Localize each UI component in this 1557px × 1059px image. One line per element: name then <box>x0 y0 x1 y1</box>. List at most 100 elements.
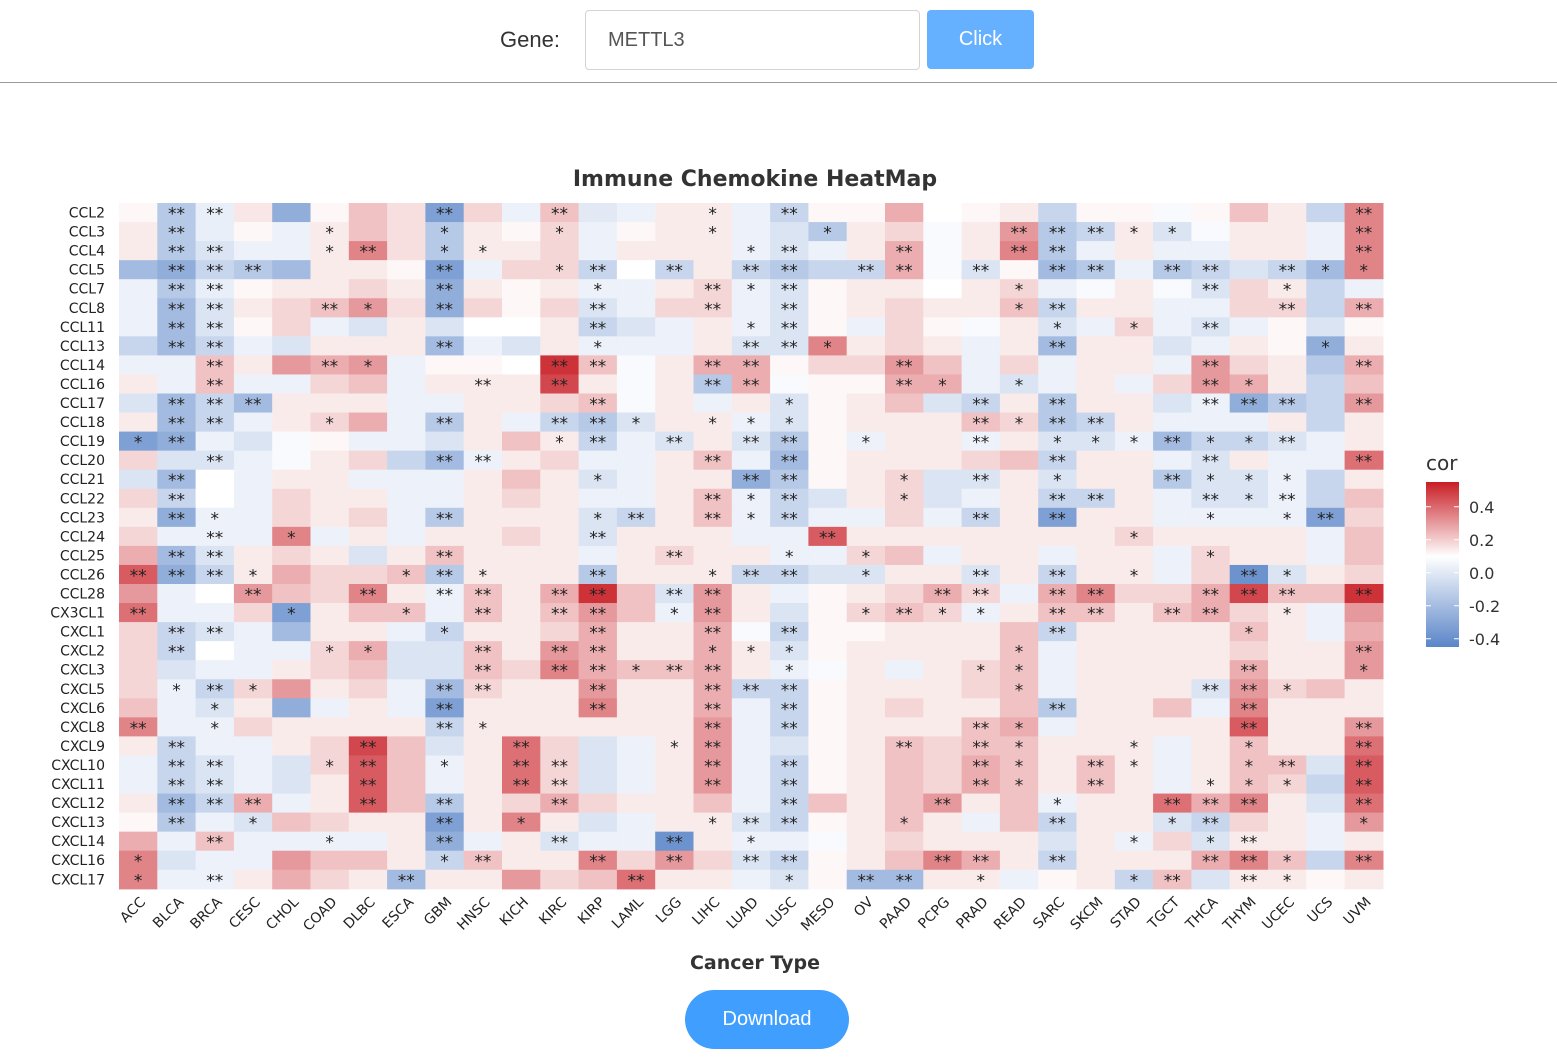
significance-mark: ** <box>1202 395 1219 415</box>
significance-mark: * <box>708 643 717 663</box>
heatmap-cell-CXCL17-SARC <box>1038 870 1077 890</box>
heatmap-cell-CCL20-PCPG <box>923 451 962 471</box>
heatmap-cell-CCL2-KICH <box>502 203 541 223</box>
heatmap-cell-CCL28-COAD <box>311 584 350 604</box>
click-button[interactable]: Click <box>927 10 1034 69</box>
download-button[interactable]: Download <box>685 990 849 1049</box>
heatmap-cell-CXCL17-KIRP <box>579 870 618 890</box>
heatmap-cell-CCL13-HNSC <box>464 336 503 356</box>
heatmap-cell-CCL23-PCPG <box>923 508 962 528</box>
heatmap-cell-CXCL11-COAD <box>311 775 350 795</box>
heatmap-cell-CXCL6-CESC <box>234 698 273 718</box>
heatmap-cell-CCL14-ACC <box>119 355 158 375</box>
heatmap-cell-CCL2-MESO <box>808 203 847 223</box>
significance-mark: ** <box>168 224 185 244</box>
heatmap-cell-CXCL3-GBM <box>425 660 464 680</box>
heatmap-cell-CX3CL1-COAD <box>311 603 350 623</box>
significance-mark: ** <box>742 566 759 586</box>
heatmap-cell-CXCL13-ESCA <box>387 813 426 833</box>
x-tick-label: UVM <box>1341 894 1375 928</box>
heatmap-cell-CCL4-KICH <box>502 241 541 261</box>
heatmap-cell-CCL26-READ <box>1000 565 1039 585</box>
heatmap-cell-CXCL12-UCEC <box>1268 794 1307 814</box>
heatmap-cell-CXCL3-OV <box>847 660 886 680</box>
significance-mark: ** <box>781 776 798 796</box>
heatmap-cell-CXCL12-LGG <box>655 794 694 814</box>
x-tick-label: BRCA <box>187 894 225 932</box>
heatmap-cell-CCL25-THYM <box>1230 546 1269 566</box>
heatmap-cell-CCL2-KIRP <box>579 203 618 223</box>
heatmap-cell-CCL14-SARC <box>1038 355 1077 375</box>
significance-mark: ** <box>781 814 798 834</box>
heatmap-cell-CCL4-LIHC <box>694 241 733 261</box>
heatmap-cell-CCL4-LGG <box>655 241 694 261</box>
significance-mark: ** <box>436 719 453 739</box>
x-tick-label: PRAD <box>953 894 991 932</box>
heatmap-cell-CCL23-HNSC <box>464 508 503 528</box>
heatmap-cell-CCL24-SARC <box>1038 527 1077 547</box>
x-tick-label: PCPG <box>915 894 953 932</box>
significance-mark: * <box>364 300 373 320</box>
heatmap-cell-CCL13-ACC <box>119 336 158 356</box>
significance-mark: * <box>287 605 296 625</box>
significance-mark: ** <box>245 586 262 606</box>
significance-mark: * <box>1283 605 1292 625</box>
heatmap-cell-CXCL11-PCPG <box>923 775 962 795</box>
heatmap-cell-CCL8-MESO <box>808 298 847 318</box>
heatmap-cell-CXCL6-ESCA <box>387 698 426 718</box>
gene-input[interactable] <box>585 10 920 70</box>
significance-mark: ** <box>704 376 721 396</box>
y-tick-label: CXCL8 <box>60 720 105 736</box>
significance-mark: * <box>325 243 334 263</box>
significance-mark: ** <box>589 624 606 644</box>
heatmap-cell-CCL20-LAML <box>617 451 656 471</box>
significance-mark: ** <box>704 281 721 301</box>
heatmap-cell-CCL5-COAD <box>311 260 350 280</box>
heatmap-cell-CCL5-STAD <box>1115 260 1154 280</box>
heatmap-cell-CXCL6-LAML <box>617 698 656 718</box>
heatmap-cell-CCL16-KICH <box>502 374 541 394</box>
significance-mark: * <box>747 319 756 339</box>
significance-mark: ** <box>436 566 453 586</box>
heatmap-cell-CXCL1-PAAD <box>885 622 924 642</box>
heatmap-cell-CCL19-READ <box>1000 432 1039 452</box>
significance-mark: ** <box>1240 700 1257 720</box>
significance-mark: ** <box>742 852 759 872</box>
significance-mark: ** <box>781 852 798 872</box>
significance-mark: * <box>325 643 334 663</box>
heatmap-cell-CCL20-CHOL <box>272 451 311 471</box>
heatmap-cell-CCL13-LAML <box>617 336 656 356</box>
heatmap-cell-CCL3-KICH <box>502 222 541 242</box>
heatmap-cell-CCL3-LUSC <box>770 222 809 242</box>
significance-mark: ** <box>1355 852 1372 872</box>
heatmap-cell-CCL19-LAML <box>617 432 656 452</box>
heatmap-cell-CXCL16-PAAD <box>885 851 924 871</box>
heatmap-cell-CCL11-LAML <box>617 317 656 337</box>
heatmap-cell-CCL25-SKCM <box>1077 546 1116 566</box>
heatmap-cell-CCL13-UVM <box>1345 336 1384 356</box>
heatmap-cell-CCL13-PRAD <box>962 336 1001 356</box>
heatmap-cell-CXCL12-KIRP <box>579 794 618 814</box>
heatmap-cell-CXCL2-LAML <box>617 641 656 661</box>
heatmap-cell-CCL25-PCPG <box>923 546 962 566</box>
x-tick-label: KIRC <box>536 894 570 928</box>
significance-mark: * <box>1130 319 1139 339</box>
heatmap-cell-CCL25-READ <box>1000 546 1039 566</box>
heatmap-cell-CXCL6-LUAD <box>732 698 771 718</box>
heatmap-cell-CXCL2-KICH <box>502 641 541 661</box>
heatmap-cell-CCL20-OV <box>847 451 886 471</box>
significance-mark: * <box>1130 528 1139 548</box>
heatmap-chart: Immune Chemokine HeatMap ** ** ** ** * ** ** **… <box>0 150 1557 985</box>
heatmap-cell-CCL8-UCS <box>1306 298 1345 318</box>
heatmap-cell-CXCL17-GBM <box>425 870 464 890</box>
heatmap-cell-CCL11-CESC <box>234 317 273 337</box>
heatmap-cell-CCL3-ESCA <box>387 222 426 242</box>
significance-mark: ** <box>1355 795 1372 815</box>
x-tick-label: KIRP <box>575 894 609 928</box>
heatmap-cell-CXCL1-PCPG <box>923 622 962 642</box>
heatmap-cell-CCL25-LUAD <box>732 546 771 566</box>
significance-mark: ** <box>781 795 798 815</box>
heatmap-cell-CCL24-GBM <box>425 527 464 547</box>
significance-mark: ** <box>896 243 913 263</box>
heatmap-cell-CXCL11-LUAD <box>732 775 771 795</box>
